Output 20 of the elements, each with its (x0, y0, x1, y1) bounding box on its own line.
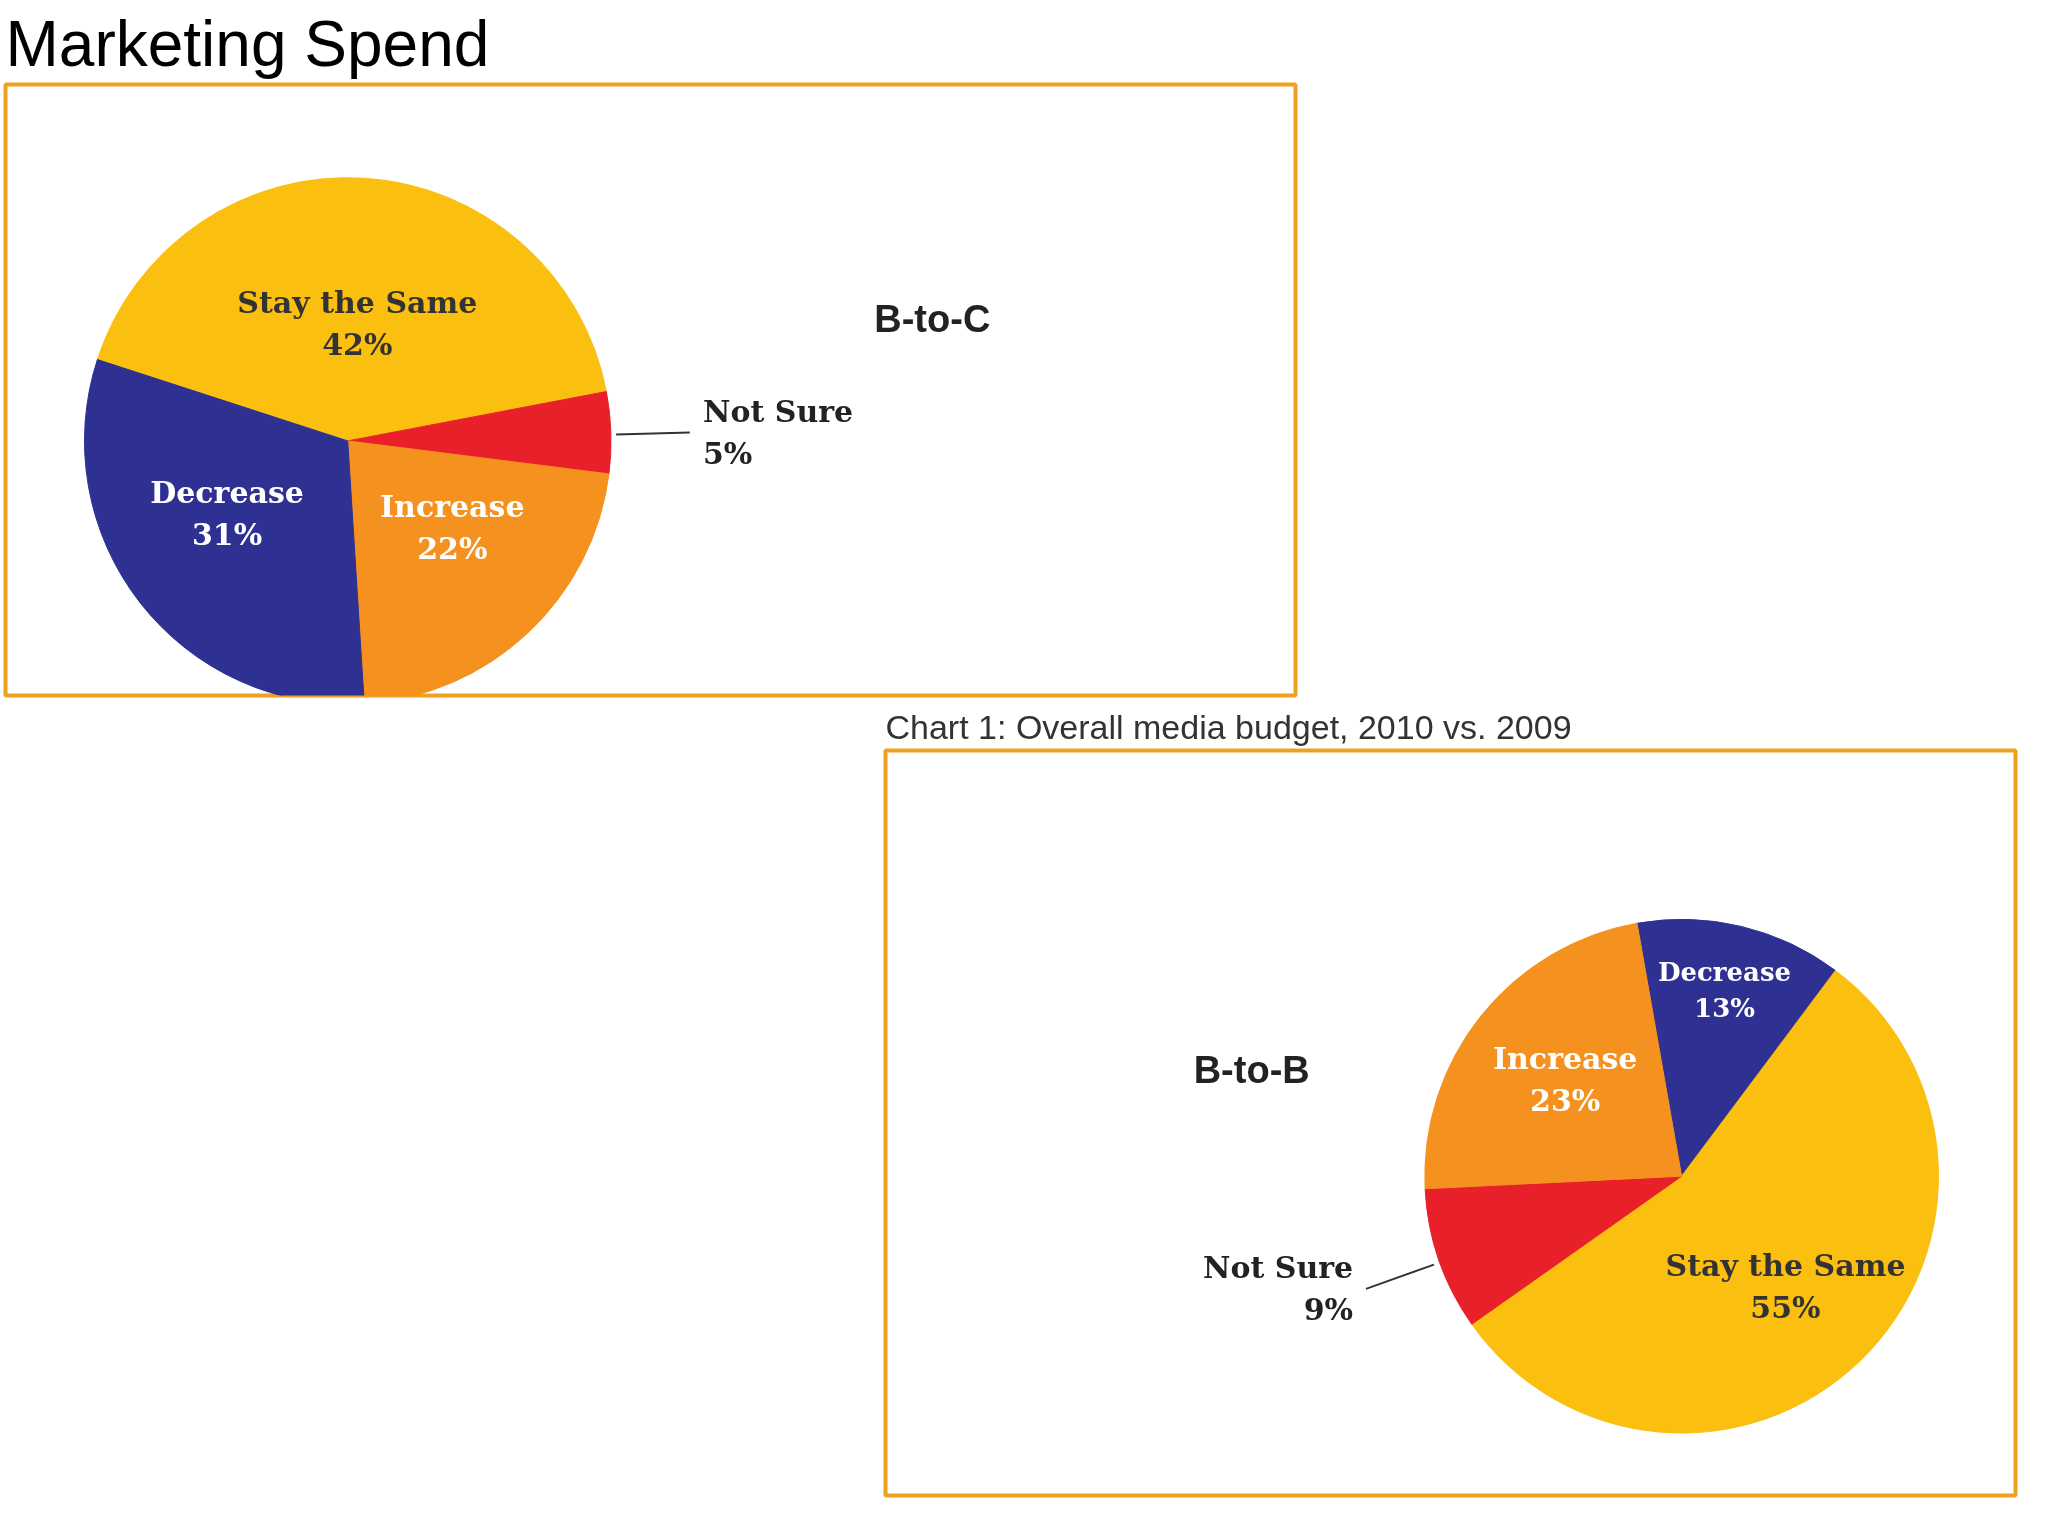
text: B-to-C (874, 297, 991, 340)
data-label: 5% (702, 436, 753, 472)
slice-label: Decrease (1657, 956, 1792, 987)
slice-label: Increase (1493, 1041, 1638, 1077)
data-label: 31% (191, 516, 263, 552)
data-label: 22% (417, 530, 488, 566)
slice-label: Not Sure (702, 394, 854, 430)
slice-label: Increase (380, 488, 525, 524)
data-label: 9% (1303, 1292, 1354, 1328)
slice-label: Not Sure (1203, 1250, 1354, 1286)
chart-title: Marketing Spend (5, 7, 490, 80)
data-label: 42% (322, 326, 393, 362)
data-label: 55% (1750, 1290, 1821, 1326)
data-label: 13% (1694, 992, 1756, 1023)
chart-title: Chart 1: Overall media budget, 2010 vs. 2009 (885, 707, 1572, 746)
data-label: 23% (1530, 1083, 1601, 1119)
slice-label: Stay the Same (237, 284, 478, 320)
slice-label: Decrease (150, 474, 304, 510)
slice-label: Stay the Same (1665, 1248, 1906, 1284)
text: B-to-B (1193, 1048, 1310, 1091)
